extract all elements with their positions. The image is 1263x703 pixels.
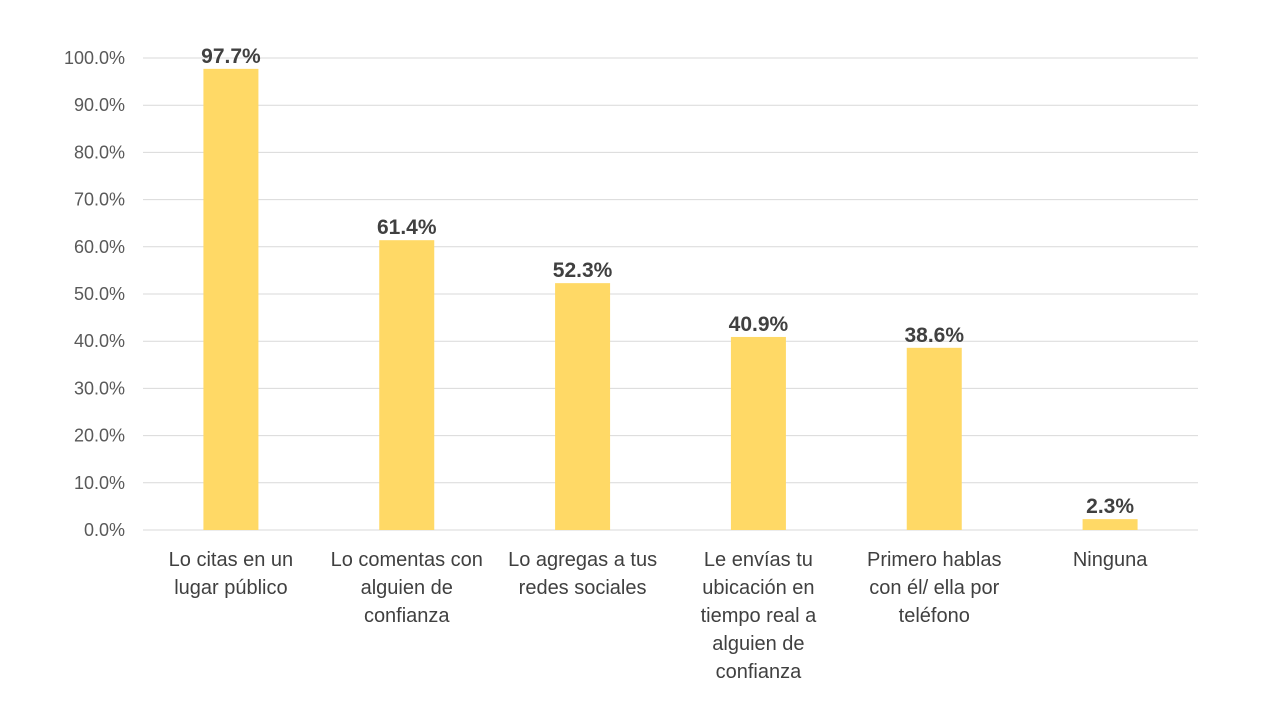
category-label: Lo comentas con alguien de confianza <box>331 549 483 627</box>
y-tick-label: 30.0% <box>74 378 125 398</box>
y-axis-tick-labels: 0.0% 10.0% 20.0% 30.0% 40.0% 50.0% 60.0% 70.0% 8… <box>64 48 125 540</box>
data-label: 2.3% <box>1086 495 1134 518</box>
category-label: Primero hablas con él/ ella por teléfono <box>867 549 1002 627</box>
category-label-line: confianza <box>364 605 450 627</box>
data-label: 38.6% <box>904 324 964 347</box>
y-tick-label: 80.0% <box>74 142 125 162</box>
bar <box>555 283 611 530</box>
bar <box>906 347 962 530</box>
bar <box>1082 519 1138 530</box>
category-label-line: Le envías tu <box>704 549 813 571</box>
bar <box>379 240 435 530</box>
x-axis-category-labels: Lo citas en un lugar público Lo comentas c… <box>169 549 1149 683</box>
data-label: 40.9% <box>729 313 789 336</box>
y-tick-label: 20.0% <box>74 426 125 446</box>
y-tick-label: 10.0% <box>74 473 125 493</box>
category-label-line: tiempo real a <box>701 605 817 627</box>
category-label: Le envías tu ubicación en tiempo real a alg… <box>701 549 817 683</box>
bar <box>203 68 259 530</box>
bars <box>203 68 1138 530</box>
data-label: 97.7% <box>201 45 261 68</box>
y-tick-label: 40.0% <box>74 331 125 351</box>
category-label: Lo agregas a tus redes sociales <box>508 549 657 599</box>
category-label-line: lugar público <box>174 577 287 599</box>
y-tick-label: 100.0% <box>64 48 125 68</box>
category-label-line: con él/ ella por <box>869 577 999 599</box>
category-label-line: ubicación en <box>702 577 814 599</box>
category-label-line: alguien de <box>712 633 804 655</box>
data-label: 52.3% <box>553 259 613 282</box>
bar <box>730 336 786 530</box>
data-label: 61.4% <box>377 216 437 239</box>
y-tick-label: 50.0% <box>74 284 125 304</box>
category-label-line: alguien de <box>361 577 453 599</box>
gridlines <box>143 57 1198 531</box>
y-tick-label: 0.0% <box>84 520 125 540</box>
y-tick-label: 90.0% <box>74 95 125 115</box>
category-label-line: Primero hablas <box>867 549 1002 571</box>
category-label-line: Lo comentas con <box>331 549 483 571</box>
category-label: Lo citas en un lugar público <box>169 549 294 599</box>
y-tick-label: 70.0% <box>74 190 125 210</box>
category-label-line: Ninguna <box>1073 549 1148 571</box>
category-label: Ninguna <box>1073 549 1148 571</box>
category-label-line: redes sociales <box>519 577 647 599</box>
y-tick-label: 60.0% <box>74 237 125 257</box>
category-label-line: confianza <box>716 661 802 683</box>
category-label-line: Lo agregas a tus <box>508 549 657 571</box>
category-label-line: Lo citas en un <box>169 549 294 571</box>
data-labels: 97.7% 61.4% 52.3% 40.9% 38.6% 2.3% <box>201 45 1134 518</box>
category-label-line: teléfono <box>899 605 970 627</box>
